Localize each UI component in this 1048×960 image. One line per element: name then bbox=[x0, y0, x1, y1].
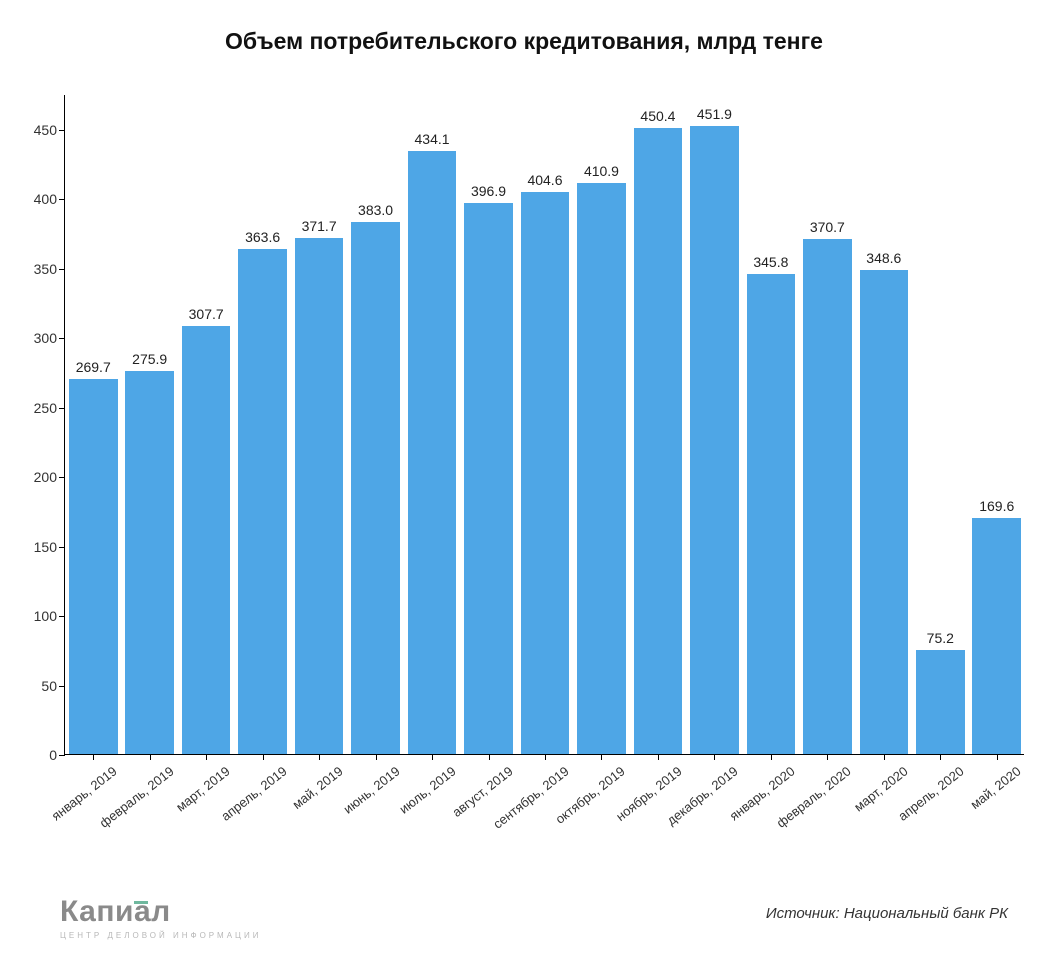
x-axis-tick-mark bbox=[376, 754, 377, 760]
x-axis-tick-mark bbox=[940, 754, 941, 760]
y-axis-tick-mark bbox=[59, 547, 65, 548]
bar-slot: 410.9 bbox=[573, 94, 629, 754]
bar-value-label: 345.8 bbox=[743, 254, 799, 270]
bar-value-label: 269.7 bbox=[65, 359, 121, 375]
bar-value-label: 410.9 bbox=[573, 163, 629, 179]
y-axis-tick-mark bbox=[59, 755, 65, 756]
logo-tagline: ЦЕНТР ДЕЛОВОЙ ИНФОРМАЦИИ bbox=[60, 931, 261, 940]
bar-value-label: 370.7 bbox=[799, 219, 855, 235]
bar-slot: 371.7 bbox=[291, 94, 347, 754]
x-axis-tick-mark bbox=[884, 754, 885, 760]
bar-slot: 451.9 bbox=[686, 94, 742, 754]
bar bbox=[916, 650, 965, 754]
bar-value-label: 434.1 bbox=[404, 131, 460, 147]
source-attribution: Источник: Национальный банк РК bbox=[766, 905, 1008, 922]
bar bbox=[521, 192, 570, 754]
bar-slot: 169.6 bbox=[969, 94, 1025, 754]
bar-slot: 348.6 bbox=[856, 94, 912, 754]
bar-slot: 383.0 bbox=[347, 94, 403, 754]
bar bbox=[972, 518, 1021, 754]
bar-slot: 363.6 bbox=[234, 94, 290, 754]
bar bbox=[295, 238, 344, 754]
y-axis-tick-mark bbox=[59, 686, 65, 687]
bar-slot: 450.4 bbox=[630, 94, 686, 754]
x-axis-tick-mark bbox=[93, 754, 94, 760]
chart-container: Объем потребительского кредитования, млр… bbox=[0, 0, 1048, 960]
bar bbox=[860, 270, 909, 754]
x-axis-tick-mark bbox=[206, 754, 207, 760]
logo-text-part1: Капи bbox=[60, 895, 134, 928]
x-axis-tick-mark bbox=[827, 754, 828, 760]
bar bbox=[577, 183, 626, 754]
y-axis-tick-mark bbox=[59, 269, 65, 270]
bar bbox=[69, 379, 118, 754]
y-axis-tick-mark bbox=[59, 616, 65, 617]
bar-slot: 396.9 bbox=[460, 94, 516, 754]
x-axis-tick-mark bbox=[263, 754, 264, 760]
y-axis-tick-mark bbox=[59, 199, 65, 200]
bars-group: 269.7275.9 307.7 363.6371.7383.0 434.1 396.9… bbox=[65, 95, 1024, 754]
bar-value-label: 404.6 bbox=[517, 172, 573, 188]
chart-footer: Капиал ЦЕНТР ДЕЛОВОЙ ИНФОРМАЦИИ Источник… bbox=[0, 880, 1018, 940]
x-axis-tick-mark bbox=[432, 754, 433, 760]
bar bbox=[238, 249, 287, 754]
bar-slot: 75.2 bbox=[912, 94, 968, 754]
bar-slot: 345.8 bbox=[743, 94, 799, 754]
bar-value-label: 169.6 bbox=[969, 498, 1025, 514]
bar-value-label: 348.6 bbox=[856, 250, 912, 266]
bar-value-label: 307.7 bbox=[178, 306, 234, 322]
bar bbox=[464, 203, 513, 754]
chart-title: Объем потребительского кредитования, млр… bbox=[0, 28, 1048, 55]
logo-text-part2: ал bbox=[134, 895, 171, 928]
bar bbox=[634, 128, 683, 754]
bar-value-label: 75.2 bbox=[912, 630, 968, 646]
bar bbox=[747, 274, 796, 754]
bar-slot: 434.1 bbox=[404, 94, 460, 754]
plot-area: 269.7275.9 307.7 363.6371.7383.0 434.1 396.9… bbox=[64, 95, 1024, 755]
bar-value-label: 275.9 bbox=[121, 351, 177, 367]
bar-value-label: 371.7 bbox=[291, 218, 347, 234]
bar-value-label: 450.4 bbox=[630, 108, 686, 124]
bar-value-label: 363.6 bbox=[234, 229, 290, 245]
y-axis-tick-mark bbox=[59, 477, 65, 478]
bar bbox=[803, 239, 852, 754]
bar bbox=[182, 326, 231, 754]
x-axis-tick-mark bbox=[150, 754, 151, 760]
bar-slot: 269.7 bbox=[65, 94, 121, 754]
y-axis-tick-mark bbox=[59, 338, 65, 339]
bar-slot: 307.7 bbox=[178, 94, 234, 754]
x-axis-tick-mark bbox=[489, 754, 490, 760]
bar bbox=[690, 126, 739, 754]
bar bbox=[351, 222, 400, 754]
x-axis-tick-mark bbox=[997, 754, 998, 760]
x-axis-tick-mark bbox=[771, 754, 772, 760]
bar-slot: 404.6 bbox=[517, 94, 573, 754]
x-axis-tick-mark bbox=[545, 754, 546, 760]
y-axis-tick-mark bbox=[59, 130, 65, 131]
x-axis-tick-mark bbox=[658, 754, 659, 760]
bar bbox=[408, 151, 457, 754]
bar-value-label: 451.9 bbox=[686, 106, 742, 122]
bar-value-label: 396.9 bbox=[460, 183, 516, 199]
bar-slot: 370.7 bbox=[799, 94, 855, 754]
bar-value-label: 383.0 bbox=[347, 202, 403, 218]
logo-wordmark: Капиал bbox=[60, 895, 261, 929]
bar-slot: 275.9 bbox=[121, 94, 177, 754]
publisher-logo: Капиал ЦЕНТР ДЕЛОВОЙ ИНФОРМАЦИИ bbox=[60, 895, 261, 940]
bar bbox=[125, 371, 174, 754]
x-axis-tick-mark bbox=[319, 754, 320, 760]
y-axis-tick-mark bbox=[59, 408, 65, 409]
